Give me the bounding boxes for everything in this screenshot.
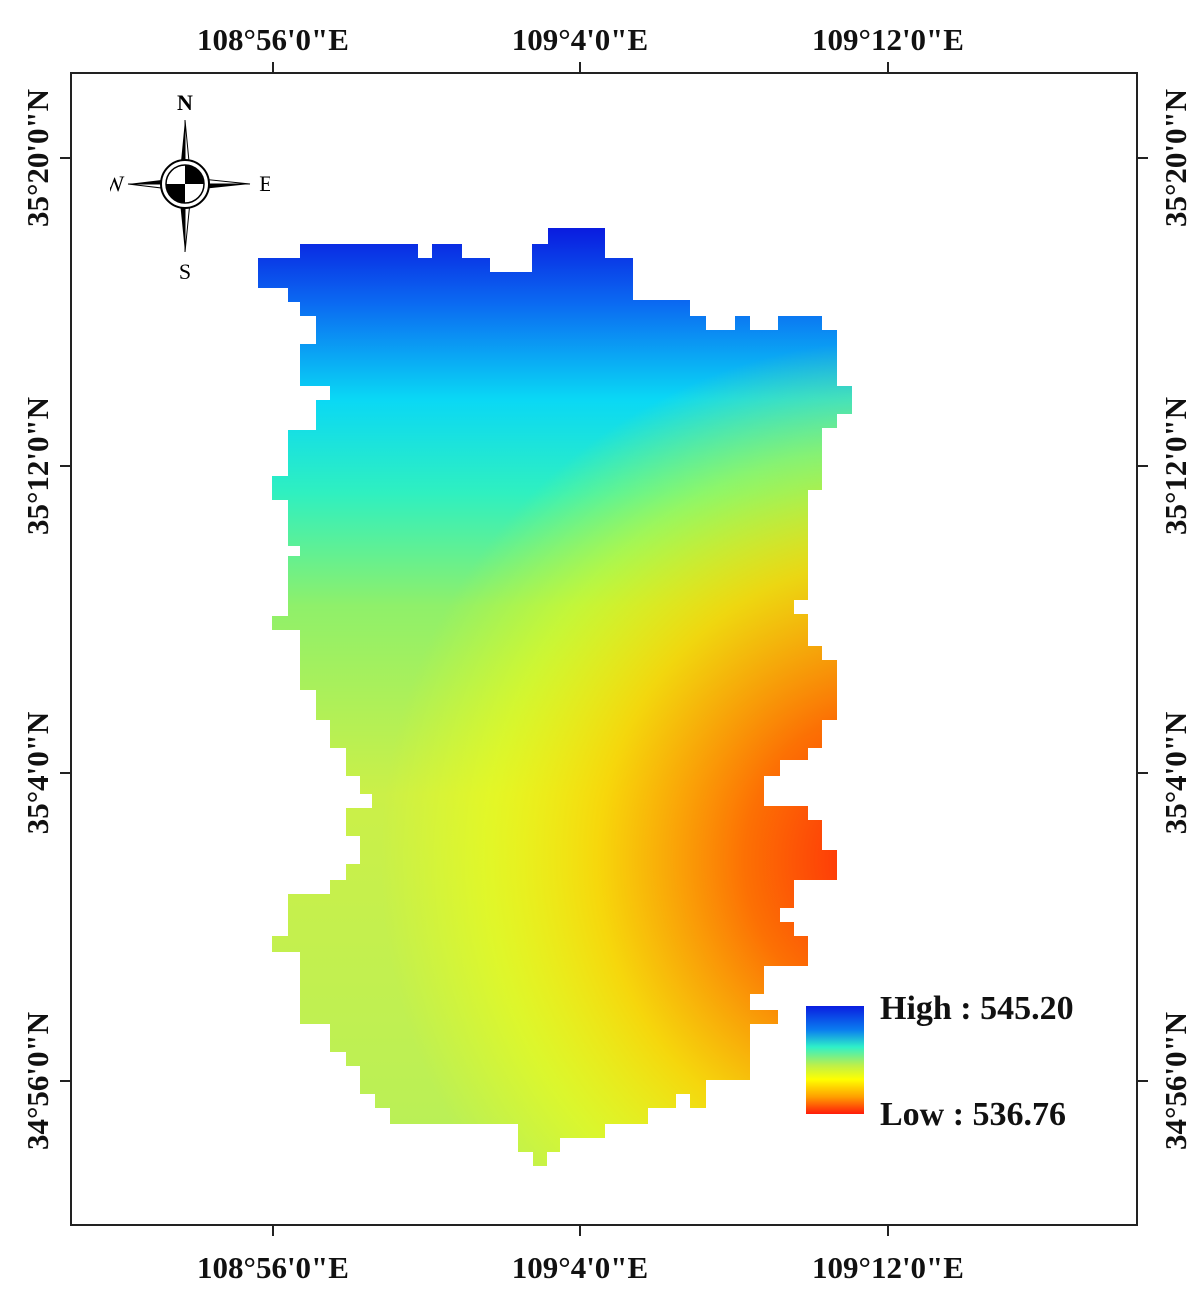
tick-left-4 [60,1080,70,1082]
tick-right-4 [1138,1080,1148,1082]
compass-s-label: S [179,259,191,282]
tick-right-1 [1138,157,1148,159]
compass-w-label: W [110,171,125,196]
lon-label-bottom-3: 109°12'0"E [812,1250,964,1285]
map-frame [70,72,1138,1226]
tick-top-2 [579,62,581,72]
compass-e-label: E [259,171,270,196]
legend-high-label: High : 545.20 [880,990,1074,1027]
tick-bottom-3 [887,1226,889,1236]
legend-color-ramp [806,1006,864,1114]
tick-left-3 [60,772,70,774]
surface-hot-gradient [258,228,852,1166]
legend-low-label: Low : 536.76 [880,1096,1067,1133]
compass-rose-icon: N S W E [110,92,270,282]
lon-label-top-2: 109°4'0"E [511,22,649,57]
tick-bottom-2 [579,1226,581,1236]
tick-top-3 [887,62,889,72]
tick-left-1 [60,157,70,159]
lon-label-top-1: 108°56'0"E [197,22,349,57]
lon-label-top-3: 109°12'0"E [812,22,964,57]
lon-label-bottom-1: 108°56'0"E [197,1250,349,1285]
tick-top-1 [272,62,274,72]
lon-label-bottom-2: 109°4'0"E [511,1250,649,1285]
tick-left-2 [60,465,70,467]
tick-right-3 [1138,772,1148,774]
tick-bottom-1 [272,1226,274,1236]
compass-n-label: N [177,92,193,115]
tick-right-2 [1138,465,1148,467]
